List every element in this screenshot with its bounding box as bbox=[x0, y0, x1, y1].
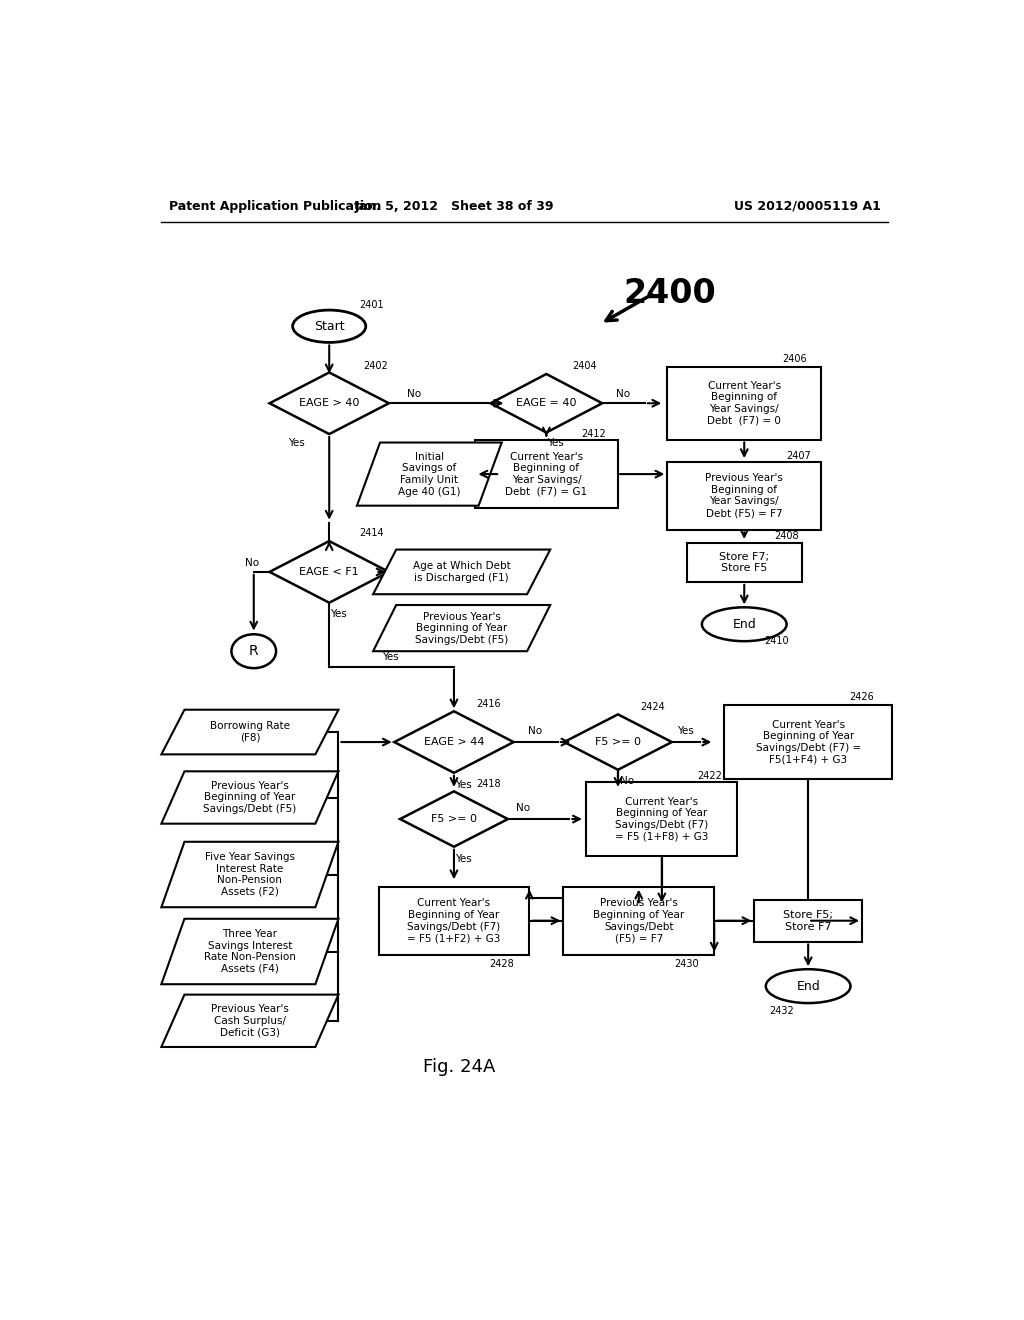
Text: End: End bbox=[732, 618, 756, 631]
Text: 2424: 2424 bbox=[640, 702, 665, 711]
Text: 2407: 2407 bbox=[785, 450, 811, 461]
Text: Age at Which Debt
is Discharged (F1): Age at Which Debt is Discharged (F1) bbox=[413, 561, 511, 582]
Text: EAGE = 40: EAGE = 40 bbox=[516, 399, 577, 408]
Text: No: No bbox=[621, 776, 634, 785]
Text: 2426: 2426 bbox=[850, 693, 874, 702]
Text: 2432: 2432 bbox=[769, 1006, 794, 1016]
FancyBboxPatch shape bbox=[587, 783, 737, 855]
Text: Store F7;
Store F5: Store F7; Store F5 bbox=[719, 552, 769, 573]
Polygon shape bbox=[373, 605, 550, 651]
FancyBboxPatch shape bbox=[724, 705, 892, 779]
Text: EAGE < F1: EAGE < F1 bbox=[299, 566, 359, 577]
Text: Current Year's
Beginning of
Year Savings/
Debt  (F7) = 0: Current Year's Beginning of Year Savings… bbox=[708, 381, 781, 425]
FancyBboxPatch shape bbox=[668, 367, 821, 440]
Polygon shape bbox=[394, 711, 514, 774]
Text: 2416: 2416 bbox=[476, 698, 501, 709]
Text: Patent Application Publication: Patent Application Publication bbox=[169, 199, 381, 213]
Text: F5 >= 0: F5 >= 0 bbox=[431, 814, 477, 824]
Text: Current Year's
Beginning of Year
Savings/Debt (F7)
= F5 (1+F2) + G3: Current Year's Beginning of Year Savings… bbox=[408, 899, 501, 942]
Polygon shape bbox=[269, 541, 389, 603]
Polygon shape bbox=[373, 549, 550, 594]
FancyBboxPatch shape bbox=[475, 441, 617, 508]
Text: Current Year's
Beginning of Year
Savings/Debt (F7) =
F5(1+F4) + G3: Current Year's Beginning of Year Savings… bbox=[756, 719, 861, 764]
Ellipse shape bbox=[766, 969, 851, 1003]
Text: Previous Year's
Cash Surplus/
Deficit (G3): Previous Year's Cash Surplus/ Deficit (G… bbox=[211, 1005, 289, 1038]
Text: US 2012/0005119 A1: US 2012/0005119 A1 bbox=[734, 199, 882, 213]
Text: No: No bbox=[616, 389, 631, 399]
Text: Yes: Yes bbox=[677, 726, 694, 737]
Text: 2418: 2418 bbox=[476, 779, 501, 788]
Text: R: R bbox=[249, 644, 259, 659]
Text: 2400: 2400 bbox=[624, 277, 716, 310]
Text: EAGE > 44: EAGE > 44 bbox=[424, 737, 484, 747]
Text: Previous Year's
Beginning of Year
Savings/Debt (F5): Previous Year's Beginning of Year Saving… bbox=[204, 781, 297, 814]
Polygon shape bbox=[490, 374, 602, 433]
Text: 2401: 2401 bbox=[359, 300, 384, 310]
Text: Three Year
Savings Interest
Rate Non-Pension
Assets (F4): Three Year Savings Interest Rate Non-Pen… bbox=[204, 929, 296, 974]
Text: Yes: Yes bbox=[455, 780, 472, 791]
Ellipse shape bbox=[701, 607, 786, 642]
Text: Previous Year's
Beginning of Year
Savings/Debt (F5): Previous Year's Beginning of Year Saving… bbox=[415, 611, 508, 644]
Text: No: No bbox=[407, 389, 421, 399]
Text: 2428: 2428 bbox=[489, 958, 514, 969]
Text: 2422: 2422 bbox=[697, 771, 722, 781]
Polygon shape bbox=[162, 842, 339, 907]
Text: 2430: 2430 bbox=[674, 958, 698, 969]
Text: Yes: Yes bbox=[382, 652, 399, 663]
Text: Current Year's
Beginning of Year
Savings/Debt (F7)
= F5 (1+F8) + G3: Current Year's Beginning of Year Savings… bbox=[615, 797, 709, 841]
Text: Previous Year's
Beginning of Year
Savings/Debt
(F5) = F7: Previous Year's Beginning of Year Saving… bbox=[593, 899, 684, 942]
Text: Jan. 5, 2012   Sheet 38 of 39: Jan. 5, 2012 Sheet 38 of 39 bbox=[354, 199, 554, 213]
Text: Yes: Yes bbox=[455, 854, 472, 865]
Polygon shape bbox=[162, 771, 339, 824]
FancyBboxPatch shape bbox=[686, 544, 802, 582]
Text: Start: Start bbox=[314, 319, 344, 333]
FancyBboxPatch shape bbox=[755, 899, 862, 942]
Text: Fig. 24A: Fig. 24A bbox=[423, 1059, 496, 1076]
FancyBboxPatch shape bbox=[668, 462, 821, 529]
FancyBboxPatch shape bbox=[563, 887, 714, 954]
Polygon shape bbox=[564, 714, 672, 770]
Text: 2408: 2408 bbox=[774, 532, 799, 541]
Text: Five Year Savings
Interest Rate
Non-Pension
Assets (F2): Five Year Savings Interest Rate Non-Pens… bbox=[205, 853, 295, 896]
Text: No: No bbox=[245, 557, 259, 568]
Polygon shape bbox=[400, 792, 508, 847]
Text: Yes: Yes bbox=[289, 438, 305, 449]
Text: F5 >= 0: F5 >= 0 bbox=[595, 737, 641, 747]
Text: Store F5;
Store F7: Store F5; Store F7 bbox=[783, 909, 834, 932]
Ellipse shape bbox=[231, 635, 276, 668]
Text: No: No bbox=[527, 726, 542, 737]
Polygon shape bbox=[357, 442, 502, 506]
Text: EAGE > 40: EAGE > 40 bbox=[299, 399, 359, 408]
FancyBboxPatch shape bbox=[379, 887, 529, 954]
Text: 2410: 2410 bbox=[764, 636, 788, 647]
Polygon shape bbox=[162, 710, 339, 755]
Text: 2404: 2404 bbox=[572, 362, 597, 371]
Text: 2402: 2402 bbox=[364, 362, 388, 371]
Text: Borrowing Rate
(F8): Borrowing Rate (F8) bbox=[210, 721, 290, 743]
Ellipse shape bbox=[293, 310, 366, 342]
Text: 2412: 2412 bbox=[582, 429, 606, 440]
Text: 2406: 2406 bbox=[782, 354, 807, 363]
Text: Initial
Savings of
Family Unit
Age 40 (G1): Initial Savings of Family Unit Age 40 (G… bbox=[398, 451, 461, 496]
Text: End: End bbox=[797, 979, 820, 993]
Text: Yes: Yes bbox=[547, 438, 564, 449]
Text: Current Year's
Beginning of
Year Savings/
Debt  (F7) = G1: Current Year's Beginning of Year Savings… bbox=[505, 451, 588, 496]
Text: 2414: 2414 bbox=[359, 528, 384, 539]
Polygon shape bbox=[269, 372, 389, 434]
Polygon shape bbox=[162, 919, 339, 985]
Text: Previous Year's
Beginning of
Year Savings/
Debt (F5) = F7: Previous Year's Beginning of Year Saving… bbox=[706, 474, 783, 517]
Text: Yes: Yes bbox=[330, 610, 347, 619]
Text: No: No bbox=[516, 804, 530, 813]
Polygon shape bbox=[162, 995, 339, 1047]
